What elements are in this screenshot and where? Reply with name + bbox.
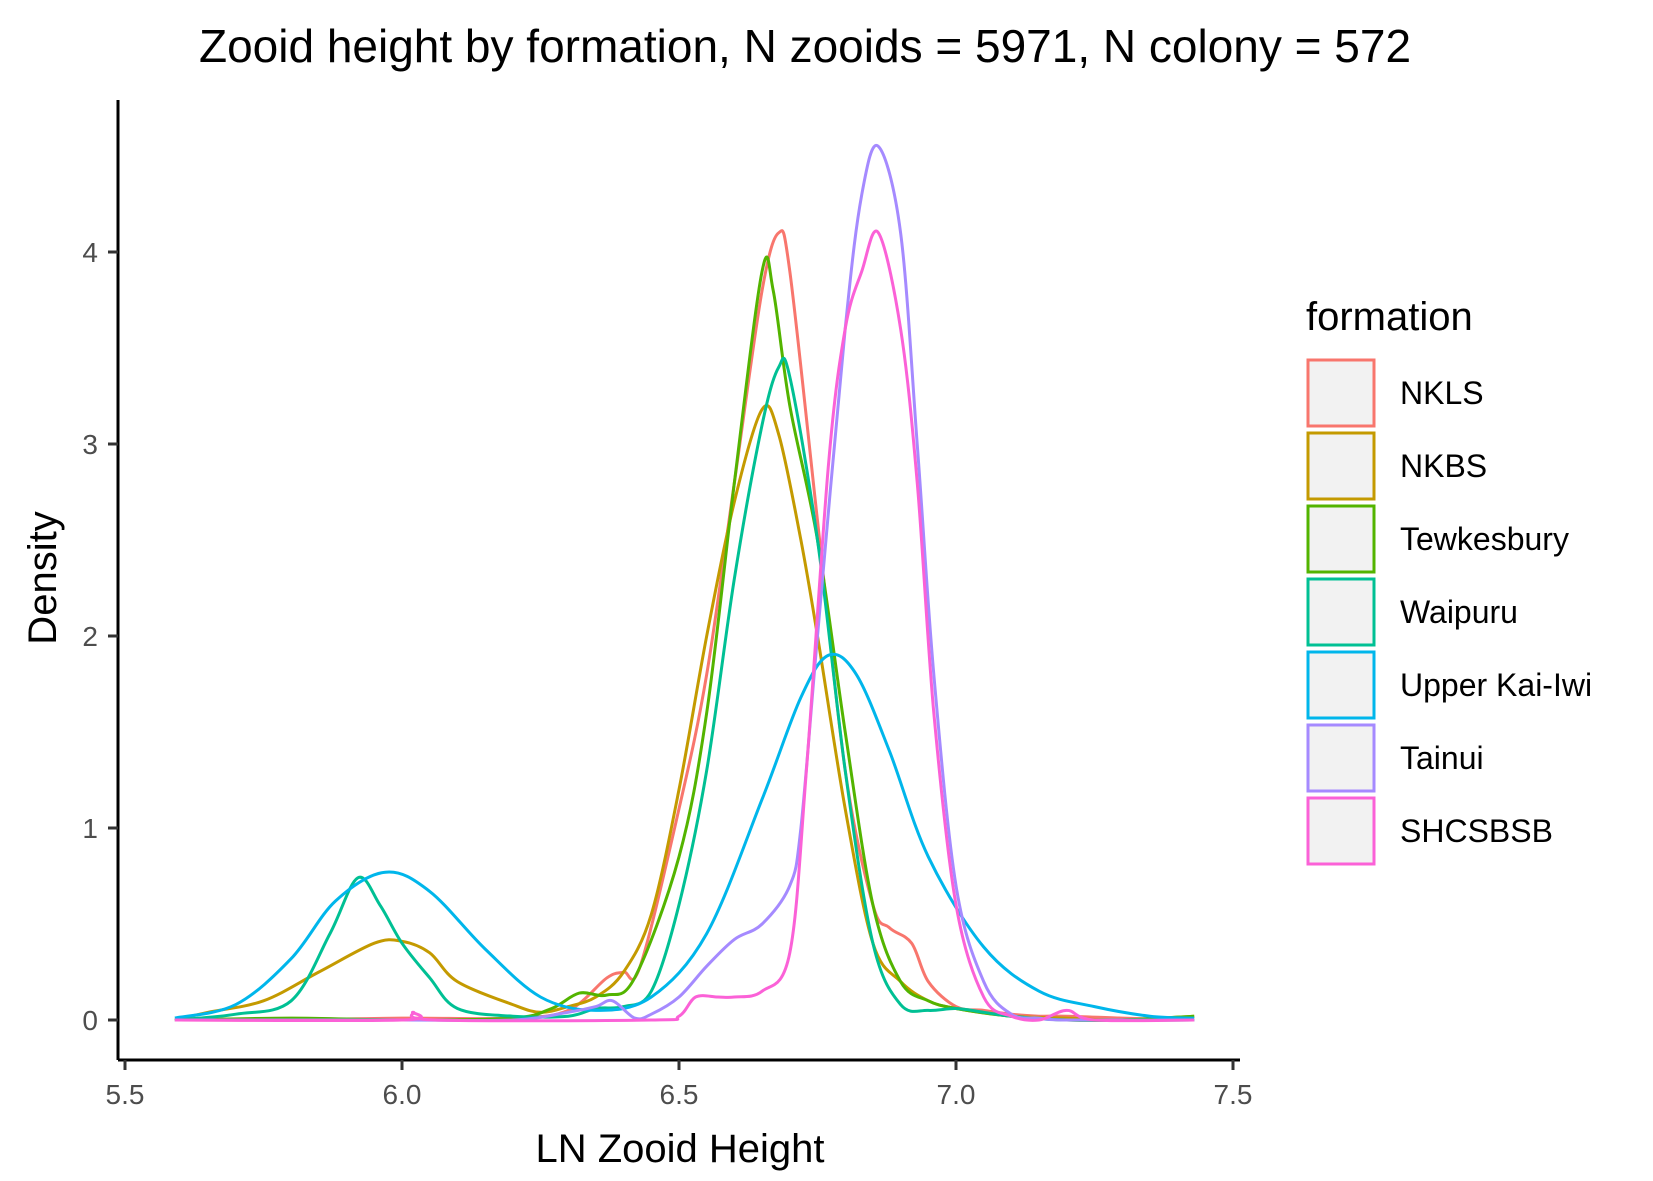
legend-key-3 bbox=[1306, 577, 1376, 647]
legend-label-5: Tainui bbox=[1400, 740, 1484, 776]
y-tick-label: 1 bbox=[82, 813, 98, 844]
y-axis-title: Density bbox=[21, 511, 65, 644]
legend-key-4 bbox=[1306, 650, 1376, 720]
legend-label-4: Upper Kai-Iwi bbox=[1400, 667, 1592, 703]
series-line-2 bbox=[174, 255, 1195, 1022]
series-line-0 bbox=[174, 229, 1195, 1022]
legend-label-3: Waipuru bbox=[1400, 594, 1518, 630]
legend-label-0: NKLS bbox=[1400, 375, 1484, 411]
legend-label-2: Tewkesbury bbox=[1400, 521, 1569, 557]
x-tick-label: 5.5 bbox=[106, 1079, 145, 1110]
plot-area: 5.5 6.0 6.5 7.0 7.5 0 1 2 3 4 bbox=[82, 100, 1252, 1110]
x-axis-ticks: 5.5 6.0 6.5 7.0 7.5 bbox=[106, 1060, 1253, 1110]
legend: formation NKLS NKBS Tewkesbury Waipuru Upper… bbox=[1306, 295, 1592, 866]
series-line-5 bbox=[174, 143, 1195, 1023]
x-tick-label: 6.5 bbox=[660, 1079, 699, 1110]
series-line-1 bbox=[174, 404, 1195, 1022]
legend-key-0 bbox=[1306, 358, 1376, 428]
x-tick-label: 7.5 bbox=[1214, 1079, 1253, 1110]
x-tick-label: 6.0 bbox=[383, 1079, 422, 1110]
series-line-3 bbox=[174, 356, 1195, 1022]
y-tick-label: 0 bbox=[82, 1005, 98, 1036]
x-tick-label: 7.0 bbox=[937, 1079, 976, 1110]
x-axis-title: LN Zooid Height bbox=[535, 1127, 824, 1171]
series-line-4 bbox=[174, 652, 1195, 1020]
legend-label-6: SHCSBSB bbox=[1400, 813, 1553, 849]
legend-key-2 bbox=[1306, 504, 1376, 574]
y-tick-label: 4 bbox=[82, 237, 98, 268]
legend-label-1: NKBS bbox=[1400, 448, 1487, 484]
y-tick-label: 2 bbox=[82, 621, 98, 652]
y-axis-ticks: 0 1 2 3 4 bbox=[82, 237, 118, 1036]
legend-items: NKLS NKBS Tewkesbury Waipuru Upper Kai-Iwi Ta… bbox=[1306, 358, 1592, 866]
legend-key-6 bbox=[1306, 796, 1376, 866]
legend-key-5 bbox=[1306, 723, 1376, 793]
series-line-6 bbox=[174, 229, 1195, 1023]
chart-title: Zooid height by formation, N zooids = 59… bbox=[199, 20, 1411, 72]
y-tick-label: 3 bbox=[82, 429, 98, 460]
legend-title: formation bbox=[1306, 295, 1473, 339]
series-layer bbox=[174, 143, 1195, 1023]
legend-key-1 bbox=[1306, 431, 1376, 501]
